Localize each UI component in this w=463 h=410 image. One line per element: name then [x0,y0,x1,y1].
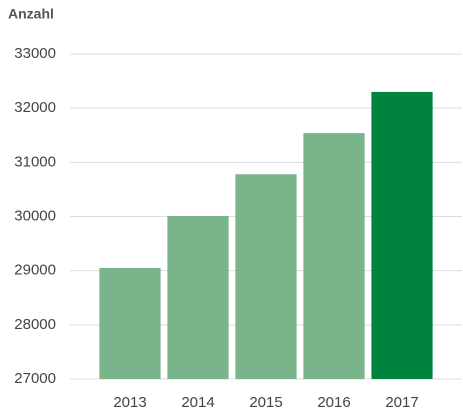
y-tick-label: 31000 [14,153,56,170]
bar [235,174,297,379]
y-tick-label: 29000 [14,262,56,279]
y-tick-label: 27000 [14,370,56,387]
bar [303,133,365,379]
x-tick-label: 2014 [181,394,214,410]
y-tick-label: 28000 [14,316,56,333]
x-tick-label: 2016 [317,394,350,410]
y-tick-label: 30000 [14,207,56,224]
bar [371,91,433,380]
bar [99,267,161,379]
y-tick-label: 33000 [14,45,56,62]
bar [167,215,229,379]
x-tick-label: 2015 [249,394,282,410]
x-tick-label: 2017 [385,394,418,410]
x-tick-label: 2013 [113,394,146,410]
chart-title: Anzahl [8,6,54,22]
y-tick-label: 32000 [14,99,56,116]
